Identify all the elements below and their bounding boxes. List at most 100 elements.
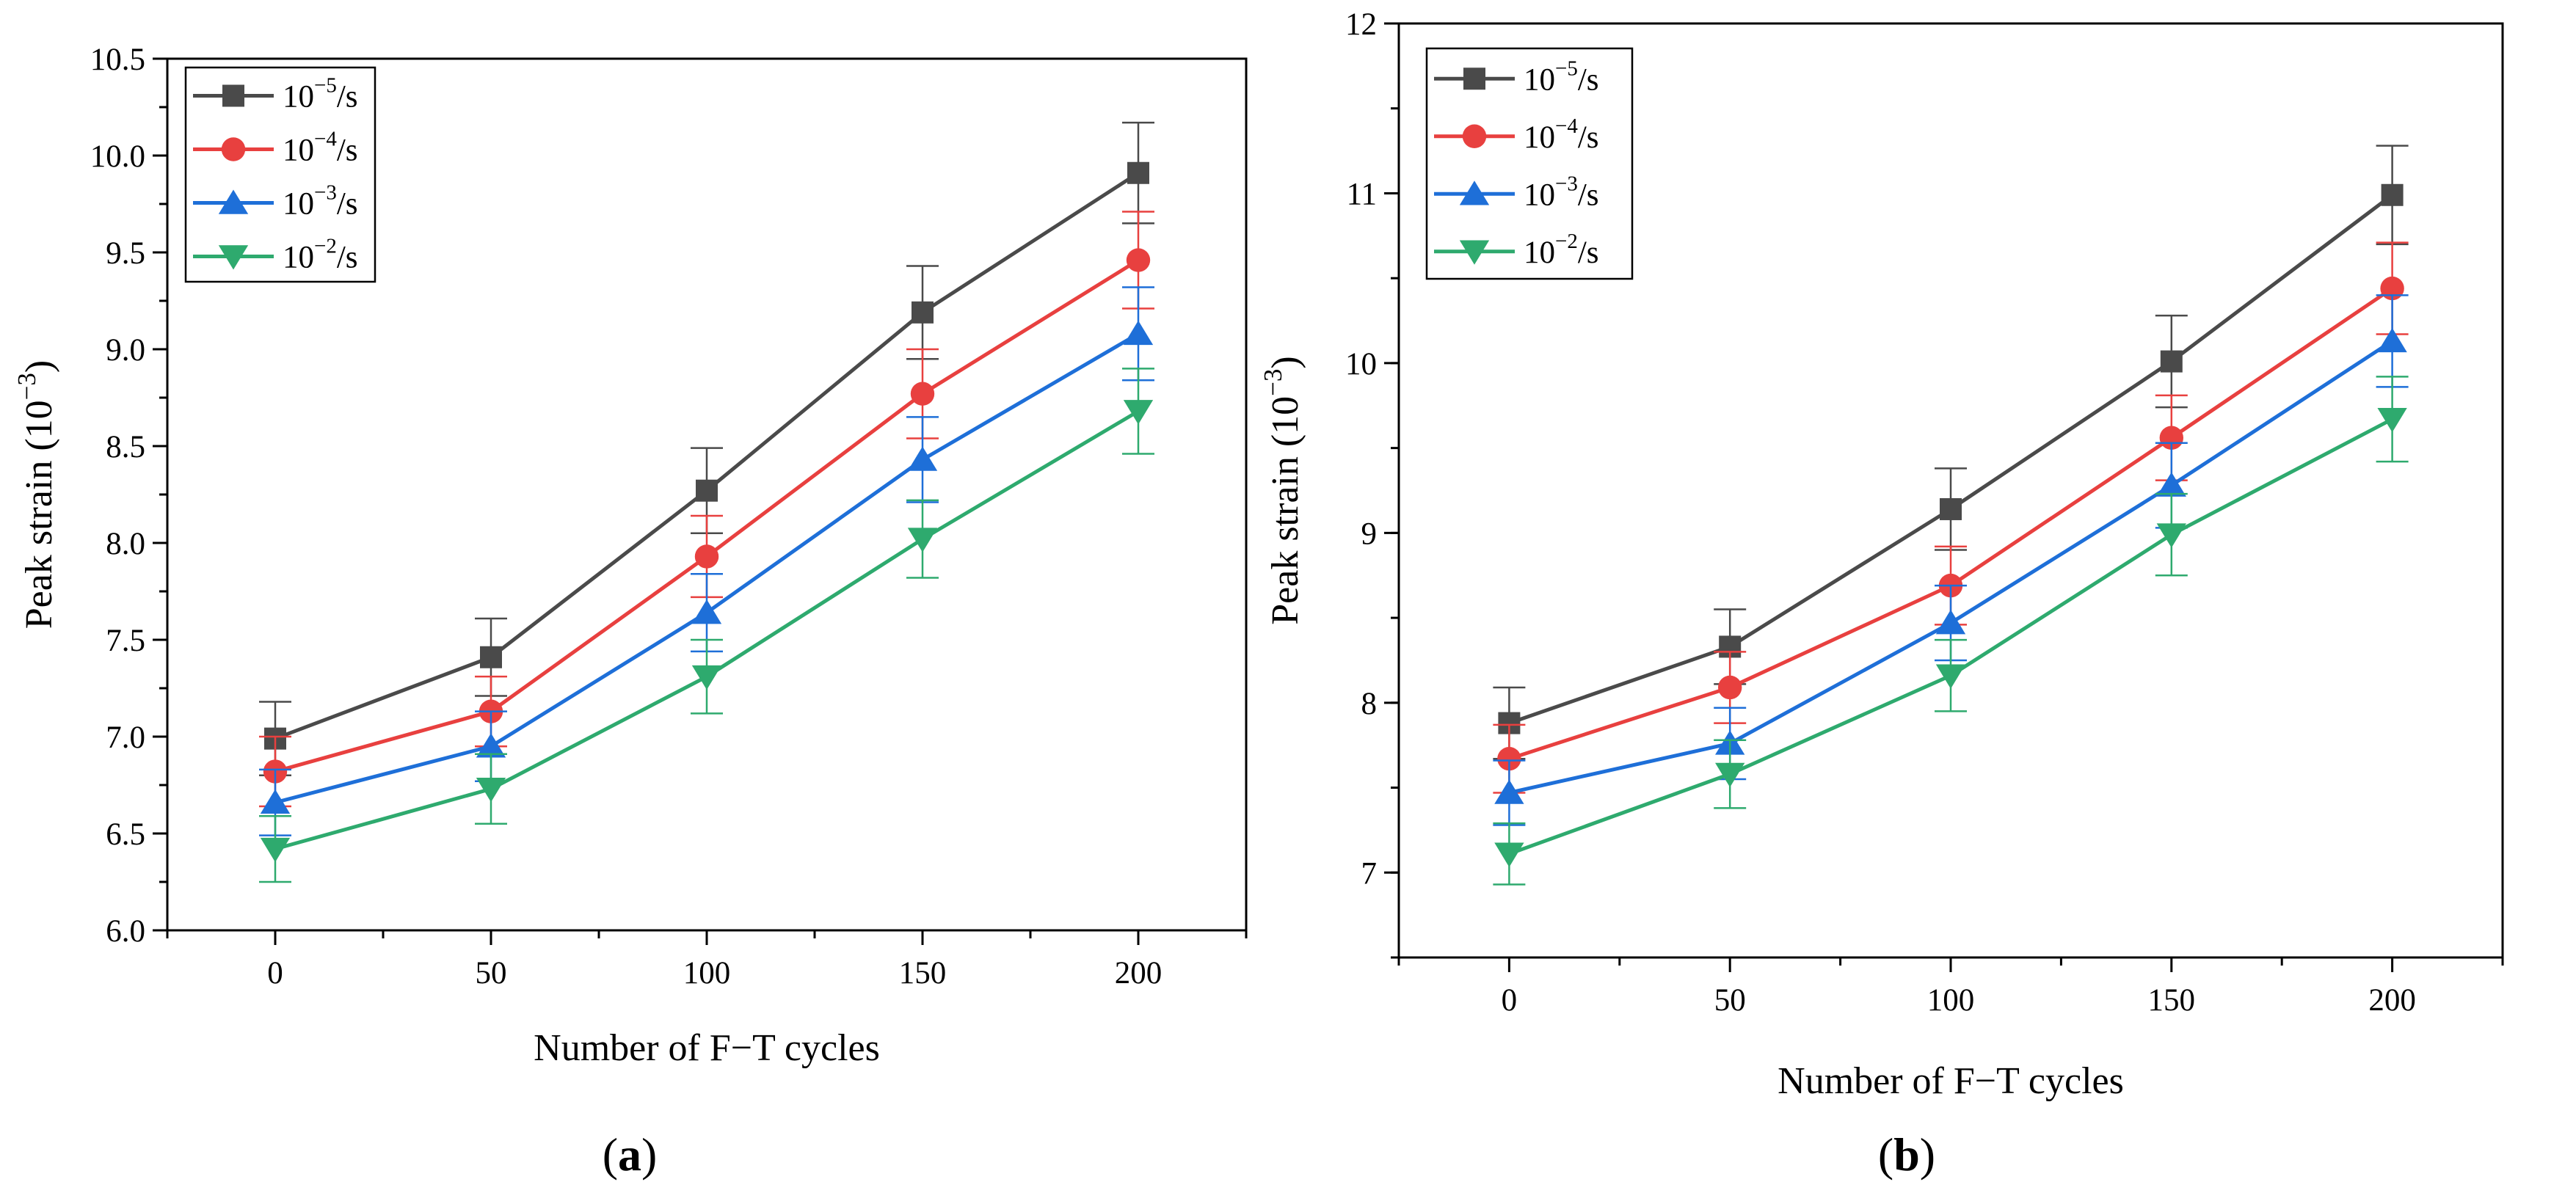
data-point <box>2160 350 2183 373</box>
series-1 <box>259 211 1154 808</box>
y-axis-title-exponent: −3 <box>1259 369 1287 396</box>
y-tick-label: 7.0 <box>106 720 145 755</box>
data-point <box>476 733 506 758</box>
legend-marker <box>1459 240 1490 265</box>
y-tick-label: 7 <box>1361 856 1378 891</box>
data-point <box>1935 610 1966 635</box>
x-tick-label: 0 <box>1502 983 1518 1018</box>
panel-tag-open: ( <box>603 1128 618 1181</box>
data-point <box>1126 248 1151 272</box>
data-point <box>2377 407 2407 433</box>
data-point <box>1718 675 1742 700</box>
legend-label-base: 10 <box>1524 236 1555 270</box>
legend-label-exponent: −4 <box>1555 114 1578 138</box>
legend-label-unit: /s <box>337 187 358 222</box>
legend-label-base: 10 <box>283 241 314 275</box>
y-axis-title: Peak strain (10−3) <box>12 360 60 630</box>
panel-tag: (b) <box>1878 1128 1935 1181</box>
y-axis-title-base: Peak strain (10 <box>1265 396 1306 625</box>
legend-label-base: 10 <box>1524 62 1555 97</box>
legend-label-unit: /s <box>1578 178 1599 212</box>
data-point <box>1497 746 1521 771</box>
x-tick-label: 200 <box>2368 983 2416 1018</box>
legend-label-exponent: −5 <box>314 74 337 98</box>
legend-label-unit: /s <box>337 241 358 275</box>
y-tick-label: 9 <box>1361 517 1378 551</box>
legend-marker <box>221 137 246 161</box>
panel-tag-close: ) <box>1920 1128 1935 1181</box>
series-3 <box>1493 376 2409 886</box>
legend-marker <box>1462 124 1487 148</box>
legend-label: 10−4/s <box>1524 114 1599 155</box>
data-point <box>1715 762 1745 788</box>
data-point <box>2156 472 2186 497</box>
legend-label-base: 10 <box>1524 178 1555 212</box>
legend-label: 10−2/s <box>1524 230 1599 270</box>
data-point <box>912 301 934 324</box>
legend: 10−5/s10−4/s10−3/s10−2/s <box>1425 47 1634 280</box>
data-point <box>691 599 722 624</box>
legend-label-base: 10 <box>283 134 314 168</box>
legend-label-unit: /s <box>1578 62 1599 97</box>
y-tick-label: 7.5 <box>106 624 145 658</box>
x-tick-label: 150 <box>2148 983 2196 1018</box>
panel-tag-open: ( <box>1878 1128 1893 1181</box>
data-point <box>910 382 935 406</box>
y-tick-label: 8.0 <box>106 527 145 561</box>
y-tick-label: 8 <box>1361 687 1378 721</box>
y-axis-title: Peak strain (10−3) <box>1259 356 1306 625</box>
y-axis-title-base: Peak strain (10 <box>18 400 60 629</box>
legend-label-exponent: −4 <box>314 128 337 151</box>
y-tick-label: 11 <box>1347 177 1377 211</box>
legend-label-base: 10 <box>283 80 314 114</box>
legend-label: 10−5/s <box>1524 56 1599 97</box>
chart-panel-a: 0 50 100 150 200 6.0 6.5 7.0 7.5 8.0 8.5 9.0 9.5 10.0… <box>12 43 1248 1069</box>
y-axis-title-exponent: −3 <box>12 373 41 400</box>
legend-label-exponent: −3 <box>314 181 337 205</box>
legend-marker <box>218 245 249 270</box>
data-point <box>1940 497 1962 520</box>
chart-panel-b: 0 50 100 150 200 7 8 9 10 11 12 Number of F−T cycle… <box>1259 7 2504 1102</box>
legend-label-base: 10 <box>1524 120 1555 155</box>
legend-label: 10−5/s <box>283 74 358 114</box>
series-2 <box>259 286 1154 836</box>
legend-marker <box>1459 180 1490 205</box>
legend-marker <box>1463 68 1485 90</box>
data-point <box>907 528 938 552</box>
x-tick-label: 100 <box>1927 983 1975 1018</box>
data-point <box>480 646 502 668</box>
y-tick-label: 12 <box>1345 7 1377 42</box>
x-tick-label: 50 <box>476 956 507 990</box>
data-point <box>2156 523 2186 548</box>
x-axis-title: Number of F−T cycles <box>534 1027 880 1069</box>
series-3 <box>259 368 1154 883</box>
panel-tag-letter: a <box>618 1128 641 1181</box>
data-point <box>260 837 291 863</box>
data-point <box>1127 161 1149 184</box>
y-axis-title-close: ) <box>18 360 60 373</box>
legend-label: 10−3/s <box>1524 172 1599 212</box>
data-point <box>476 777 506 803</box>
legend-label: 10−3/s <box>283 181 358 222</box>
data-point <box>1494 779 1524 804</box>
data-point <box>1935 664 1966 689</box>
legend-label-unit: /s <box>1578 236 1599 270</box>
y-tick-label: 9.0 <box>106 333 145 368</box>
data-point <box>1494 842 1524 867</box>
legend-label: 10−4/s <box>283 128 358 168</box>
y-tick-label: 6.0 <box>106 914 145 949</box>
data-point <box>260 789 291 814</box>
x-axis-title: Number of F−T cycles <box>1778 1060 2124 1102</box>
data-point <box>2377 327 2407 353</box>
legend-label-exponent: −3 <box>1555 172 1578 195</box>
legend-label: 10−2/s <box>283 235 358 275</box>
legend-label-unit: /s <box>337 134 358 168</box>
data-point <box>696 479 718 502</box>
y-tick-label: 6.5 <box>106 817 145 852</box>
y-tick-label: 10.0 <box>90 139 145 174</box>
series-2 <box>1493 294 2409 826</box>
legend-box <box>184 66 376 283</box>
legend-label-exponent: −2 <box>1555 230 1578 253</box>
panel-tag: (a) <box>603 1128 658 1181</box>
